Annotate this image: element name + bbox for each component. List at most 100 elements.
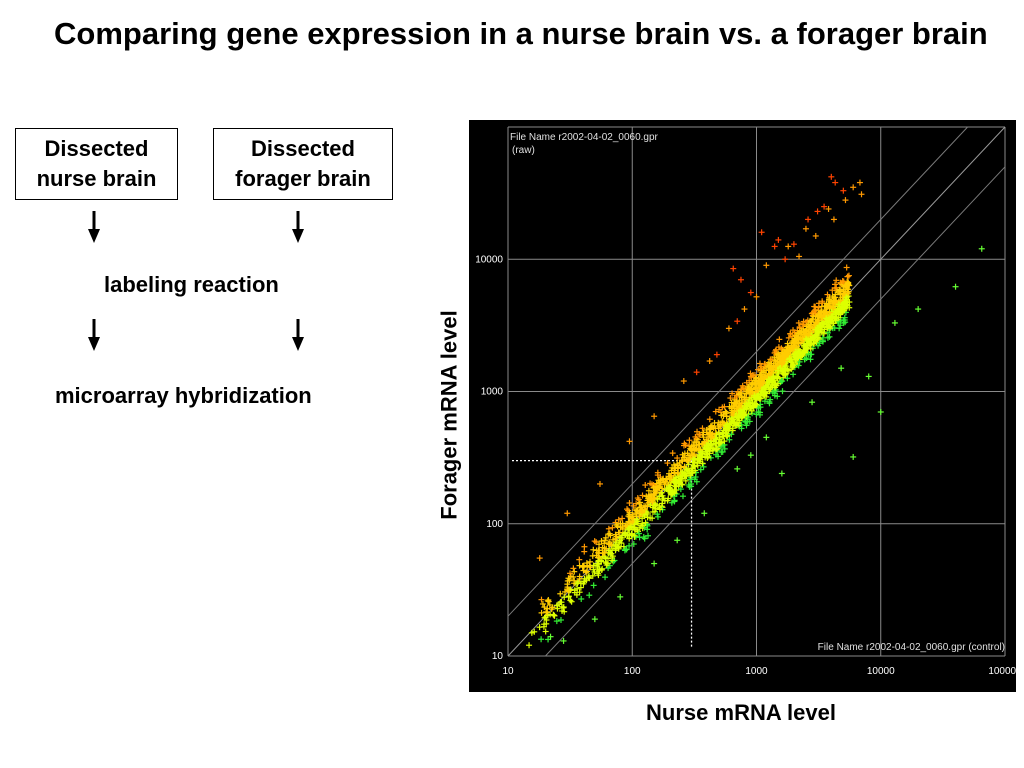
data-point [738, 386, 745, 393]
data-point [564, 510, 571, 517]
data-point [692, 474, 699, 481]
data-point [677, 486, 684, 493]
data-point [626, 500, 633, 507]
data-point [542, 628, 549, 635]
x-tick-label: 1000 [745, 666, 768, 677]
data-point [837, 322, 844, 329]
data-point [712, 440, 719, 447]
data-point [609, 524, 616, 531]
data-point [729, 390, 736, 397]
data-point [707, 444, 714, 451]
data-point [720, 433, 727, 440]
data-point [716, 434, 723, 441]
data-point [567, 573, 574, 580]
data-point [789, 362, 796, 369]
data-point [668, 467, 675, 474]
data-point [605, 525, 612, 532]
data-point [802, 328, 809, 335]
data-point [758, 229, 765, 236]
data-point [780, 367, 787, 374]
data-point [639, 520, 646, 527]
data-point [732, 422, 739, 429]
data-point [763, 434, 770, 441]
data-point [700, 429, 707, 436]
data-point [661, 481, 668, 488]
data-point [658, 489, 665, 496]
data-point [765, 367, 772, 374]
data-point [632, 506, 639, 513]
data-point [617, 520, 624, 527]
data-point [539, 600, 546, 607]
data-point [760, 368, 767, 375]
data-point [775, 236, 782, 243]
data-point [587, 564, 594, 571]
data-point [801, 346, 808, 353]
data-point [703, 441, 710, 448]
data-point [538, 596, 545, 603]
data-point [790, 371, 797, 378]
data-point [789, 345, 796, 352]
data-point [840, 320, 847, 327]
data-point [805, 351, 812, 358]
data-point [545, 596, 552, 603]
data-point [823, 308, 830, 315]
data-point [716, 406, 723, 413]
data-point [654, 472, 661, 479]
data-point [692, 446, 699, 453]
data-point [786, 355, 793, 362]
data-point [793, 343, 800, 350]
x-tick-label: 100000 [988, 666, 1016, 677]
data-point [843, 264, 850, 271]
data-point [574, 580, 581, 587]
data-point [703, 436, 710, 443]
raw-annotation: (raw) [512, 145, 535, 156]
data-point [823, 315, 830, 322]
data-point [561, 608, 568, 615]
data-point [644, 526, 651, 533]
data-point [557, 616, 564, 623]
y-tick-label: 10000 [475, 254, 503, 265]
data-point [796, 323, 803, 330]
data-point [721, 445, 728, 452]
data-point [570, 565, 577, 572]
data-point [550, 611, 557, 618]
data-point [589, 572, 596, 579]
data-point [686, 437, 693, 444]
data-point [776, 336, 783, 343]
data-point [586, 592, 593, 599]
data-point [747, 452, 754, 459]
data-point [728, 431, 735, 438]
data-point [767, 396, 774, 403]
data-point [845, 272, 852, 279]
data-point [763, 262, 770, 269]
data-point [709, 431, 716, 438]
data-point [762, 389, 769, 396]
data-point [743, 390, 750, 397]
data-point [531, 628, 538, 635]
data-point [757, 365, 764, 372]
data-point [833, 277, 840, 284]
data-point [829, 293, 836, 300]
data-point [590, 582, 597, 589]
down-arrow-icon [292, 319, 304, 351]
data-point [583, 560, 590, 567]
data-point [831, 299, 838, 306]
data-point [806, 337, 813, 344]
data-point [811, 340, 818, 347]
data-point [771, 243, 778, 250]
data-point [840, 187, 847, 194]
data-point [744, 383, 751, 390]
data-point [812, 306, 819, 313]
data-point [608, 550, 615, 557]
data-point [671, 487, 678, 494]
data-point [826, 309, 833, 316]
data-point [579, 562, 586, 569]
data-point [652, 489, 659, 496]
data-point [756, 360, 763, 367]
data-point [712, 425, 719, 432]
data-point [605, 547, 612, 554]
data-point [850, 184, 857, 191]
data-point [567, 570, 574, 577]
file-name-annotation: File Name r2002-04-02_0060.gpr [510, 132, 659, 143]
data-point [642, 519, 649, 526]
